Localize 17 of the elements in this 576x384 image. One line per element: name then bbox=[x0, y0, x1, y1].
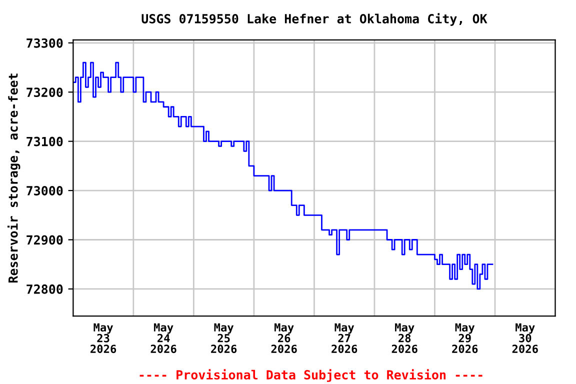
y-tick-label: 73200 bbox=[26, 88, 63, 98]
y-tick-label: 72800 bbox=[26, 284, 63, 294]
x-tick-label: May 29 2026 bbox=[452, 323, 478, 354]
x-tick-label: May 25 2026 bbox=[211, 323, 237, 354]
y-axis-title: Reservoir storage, acre-feet bbox=[7, 74, 20, 283]
x-tick-label: May 24 2026 bbox=[150, 323, 176, 354]
x-tick-label: May 26 2026 bbox=[271, 323, 297, 354]
y-tick-label: 73300 bbox=[26, 38, 63, 48]
x-tick-label: May 30 2026 bbox=[512, 323, 538, 354]
chart-title: USGS 07159550 Lake Hefner at Oklahoma City, OK bbox=[142, 13, 488, 26]
y-tick-label: 73000 bbox=[26, 186, 63, 196]
x-tick-label: May 27 2026 bbox=[332, 323, 358, 354]
text: ---- Provisional Data Subject to Revision ---- bbox=[140, 369, 482, 382]
y-tick-label: 72900 bbox=[26, 235, 63, 245]
x-tick-label: May 23 2026 bbox=[90, 323, 116, 354]
y-tick-label: 73100 bbox=[26, 136, 63, 146]
x-tick-label: May 28 2026 bbox=[392, 323, 418, 354]
